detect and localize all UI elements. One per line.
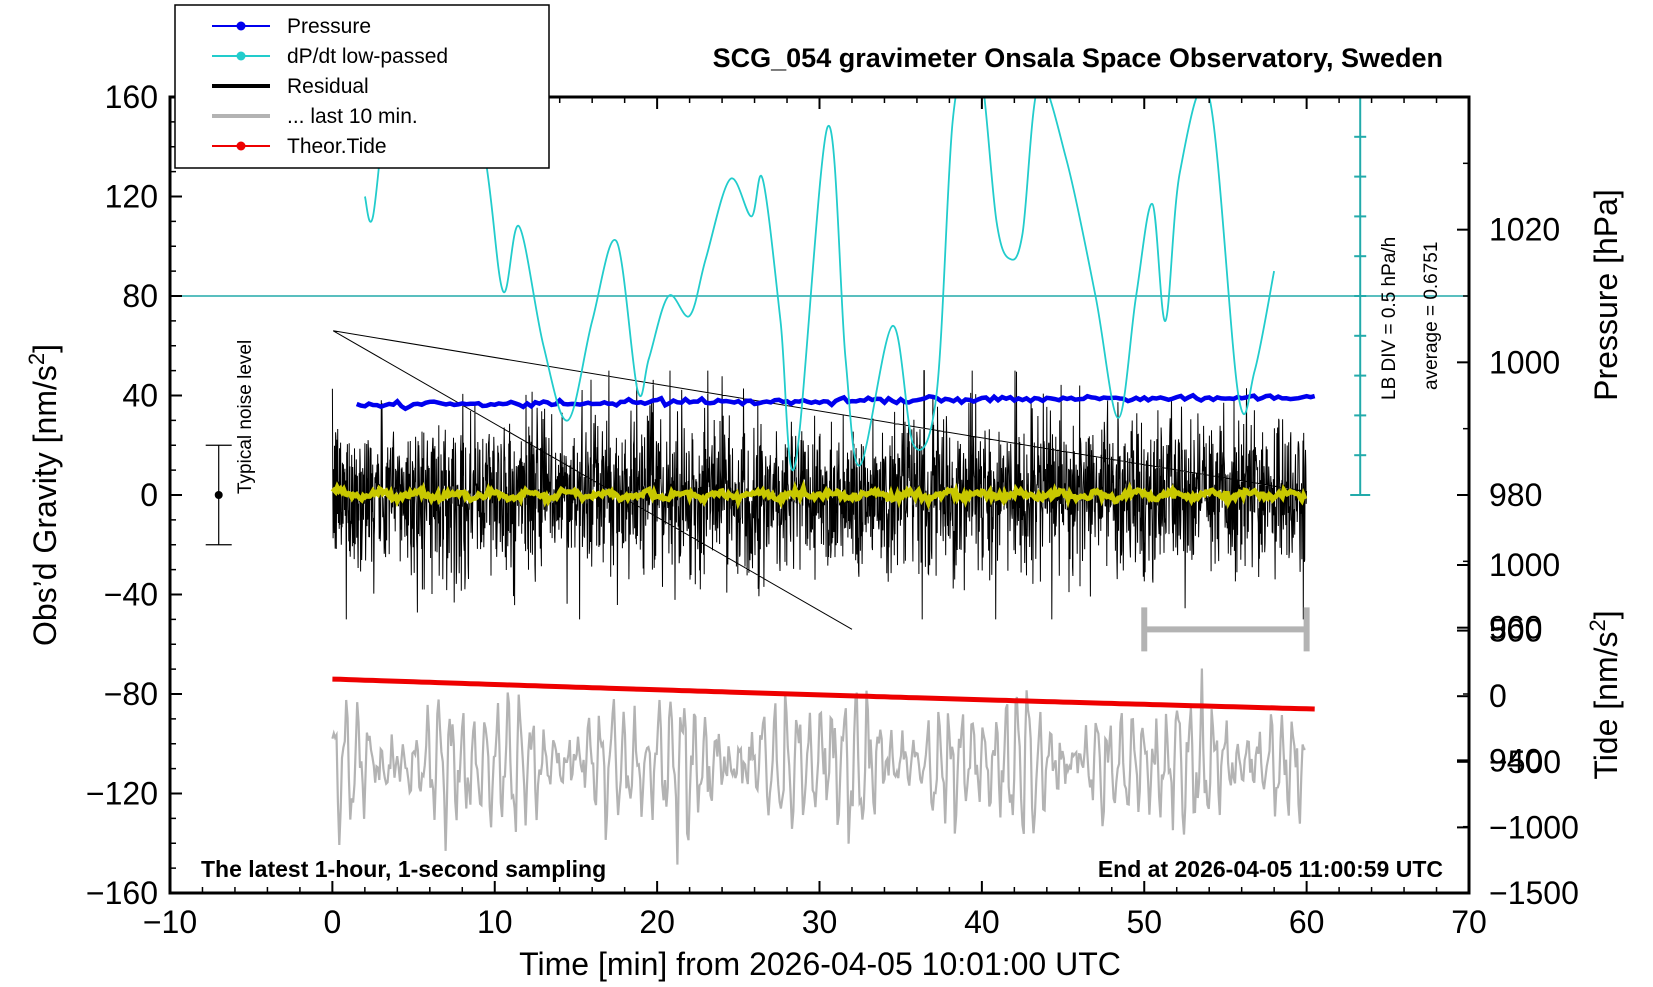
legend-marker-tide (236, 141, 246, 151)
y-tick-label: 160 (105, 79, 158, 115)
pressure-tick-label: 1020 (1489, 212, 1560, 248)
pressure-tick-label: 940 (1489, 742, 1542, 778)
tide-axis-title: Tide [nm/s2] (1585, 610, 1624, 779)
y-tick-label: −120 (86, 776, 158, 812)
x-tick-label: 10 (477, 904, 513, 940)
tide-tick-label: 1000 (1489, 547, 1560, 583)
tide-tick-label: −500 (1489, 744, 1561, 780)
y-axis-title: Obs’d Gravity [nm/s2] (24, 344, 63, 646)
tide-tick-label: −1000 (1489, 809, 1579, 845)
noise-level-label: Typical noise level (235, 340, 256, 494)
legend-label-residual: Residual (287, 75, 369, 98)
legend: Pressure dP/dt low-passed Residual ... l… (174, 4, 550, 169)
note-sampling: The latest 1-hour, 1-second sampling (201, 856, 606, 882)
pressure-tick-label: 1000 (1489, 344, 1560, 380)
y-axis-title-main: Obs’d Gravity [nm/s (27, 365, 63, 646)
smoothed-residual-line (330, 479, 1308, 511)
y-tick-label: 40 (122, 378, 158, 414)
y-tick-label: −80 (104, 676, 158, 712)
x-tick-label: 20 (639, 904, 675, 940)
axis-layer: −10 0 10 20 30 40 50 60 70−160−120−80−4004080120… (86, 79, 1579, 940)
pressure-tick-label: 960 (1489, 610, 1542, 646)
pressure-axis-title: Pressure [hPa] (1588, 189, 1624, 401)
x-tick-label: 40 (964, 904, 1000, 940)
y-tick-label: −40 (104, 577, 158, 613)
pressure-tick-label: 980 (1489, 477, 1542, 513)
dpdt-average-label: average = 0.6751 (1421, 242, 1442, 390)
pressure-series-line (355, 392, 1316, 412)
tide-axis-title-end: ] (1588, 610, 1624, 619)
y-axis-title-sup: 2 (24, 353, 49, 365)
tide-tick-label: 0 (1489, 678, 1507, 714)
y-tick-label: −160 (86, 875, 158, 911)
y-tick-label: 120 (105, 179, 158, 215)
x-tick-label: 30 (802, 904, 838, 940)
x-tick-label: 0 (323, 904, 341, 940)
x-tick-label: 50 (1126, 904, 1162, 940)
series-layer (170, 97, 1469, 865)
tide-axis-title-main: Tide [nm/s (1588, 631, 1624, 779)
legend-label-dpdt: dP/dt low-passed (287, 45, 448, 68)
dpdt-scale-label: LB DIV = 0.5 hPa/h (1379, 237, 1400, 400)
tide-tick-label: −1500 (1489, 875, 1579, 911)
theor-tide-series-line (332, 676, 1315, 712)
chart-title: SCG_054 gravimeter Onsala Space Observat… (713, 43, 1443, 73)
y-tick-label: 0 (140, 477, 158, 513)
legend-label-last10: ... last 10 min. (287, 105, 418, 128)
note-end-time: End at 2026-04-05 11:00:59 UTC (1098, 856, 1443, 882)
x-tick-label: 70 (1451, 904, 1487, 940)
y-tick-label: 80 (122, 278, 158, 314)
residual-series-line (331, 330, 1308, 630)
noise-bar-dot (214, 491, 223, 499)
tide-axis-title-sup: 2 (1585, 619, 1610, 631)
x-tick-label: −10 (143, 904, 197, 940)
dpdt-series-line (364, 97, 1275, 471)
legend-label-pressure: Pressure (287, 15, 371, 38)
x-tick-label: 60 (1289, 904, 1325, 940)
legend-label-tide: Theor.Tide (287, 135, 387, 158)
legend-marker-dpdt (236, 51, 246, 61)
legend-marker-pressure (236, 21, 246, 31)
last10-series-line (331, 668, 1306, 865)
plot-frame (168, 95, 1471, 895)
x-axis-title: Time [min] from 2026-04-05 10:01:00 UTC (519, 946, 1121, 982)
y-axis-title-end: ] (27, 344, 63, 353)
tide-tick-label: 500 (1489, 613, 1542, 649)
